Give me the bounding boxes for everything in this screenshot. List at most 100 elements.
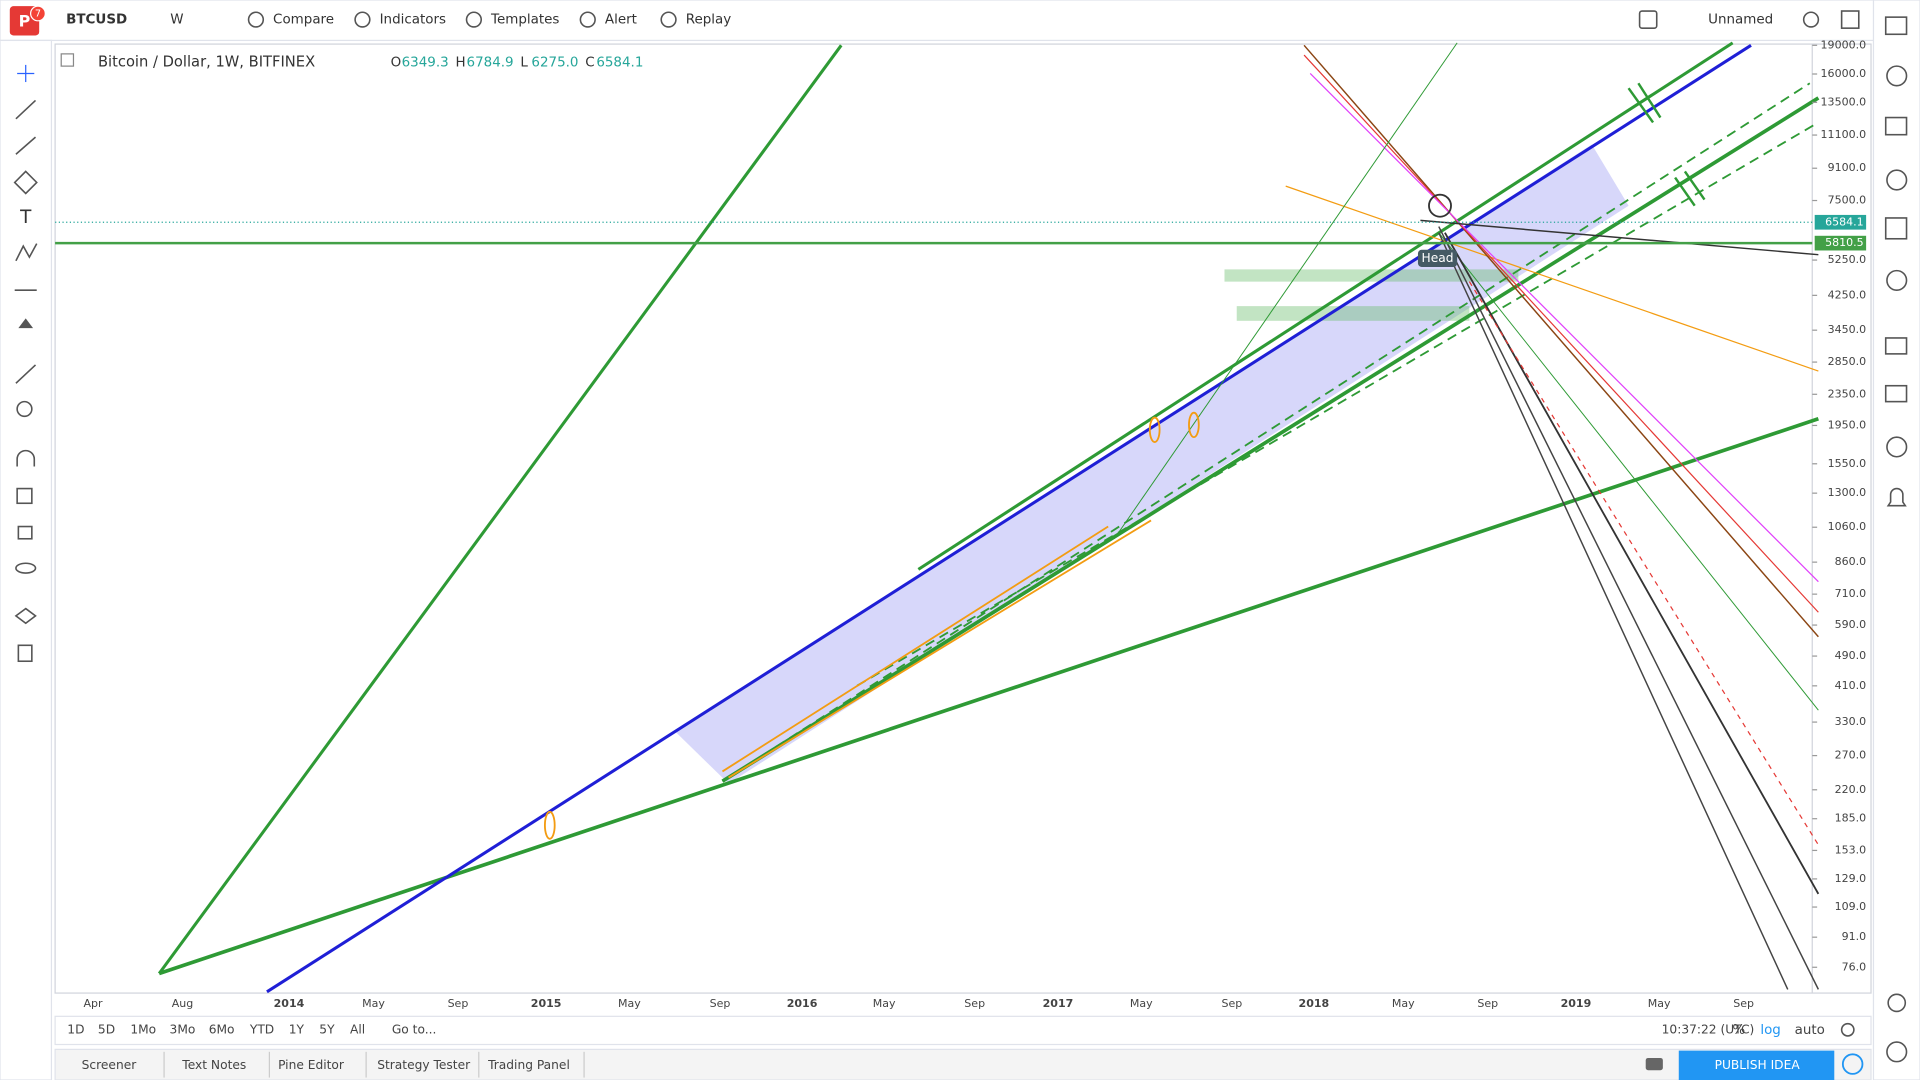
toolbar-item[interactable]: Indicators (380, 13, 446, 28)
price-tick-label: 91.0 (1842, 930, 1867, 943)
toolbar-icon[interactable] (247, 11, 265, 28)
time-label: Sep (1733, 997, 1754, 1010)
expand-icon[interactable] (1840, 10, 1860, 29)
range-button[interactable]: 5Y (319, 1022, 335, 1036)
goto-button[interactable]: Go to... (392, 1022, 437, 1036)
tool-trash[interactable] (17, 644, 33, 663)
ideas-icon[interactable] (1886, 269, 1908, 291)
range-button[interactable]: 5D (98, 1022, 115, 1036)
marker (1428, 193, 1452, 218)
ohlc-value: 6584.1 (596, 55, 643, 70)
messages-icon[interactable] (1884, 384, 1908, 403)
notifications-icon[interactable] (1886, 487, 1907, 507)
right-toolbar (1872, 0, 1920, 1080)
data-window-icon[interactable] (1884, 116, 1908, 136)
bottom-tab[interactable]: Screener (82, 1058, 138, 1072)
tool-lock[interactable] (17, 525, 33, 540)
tool-shapes[interactable] (13, 170, 38, 195)
toolbar-icon[interactable] (465, 11, 483, 28)
time-label: Apr (84, 997, 104, 1010)
collapse-toggle[interactable] (60, 53, 75, 67)
range-button[interactable]: 1Y (289, 1022, 305, 1036)
axis-option[interactable]: log (1760, 1023, 1781, 1038)
axis-option[interactable]: auto (1795, 1023, 1825, 1038)
toolbar-icon[interactable] (660, 11, 677, 28)
toolbar-icon[interactable] (579, 11, 596, 28)
trendline (1438, 232, 1819, 711)
time-label: May (362, 997, 385, 1010)
axis-settings[interactable] (1840, 1022, 1855, 1037)
bottom-tab[interactable]: Strategy Tester (377, 1058, 471, 1072)
watchlist-icon[interactable] (1884, 16, 1908, 36)
tool-layers[interactable] (14, 607, 37, 625)
time-label: 2017 (1043, 997, 1074, 1010)
time-label: Aug (172, 997, 194, 1010)
hotlist-icon[interactable] (1886, 169, 1908, 191)
toolbar-icon[interactable] (354, 11, 371, 28)
replay-button[interactable] (1841, 1053, 1864, 1075)
range-button[interactable]: YTD (249, 1022, 274, 1036)
toolbar-item[interactable]: Alert (605, 13, 637, 28)
tool-stay[interactable] (16, 487, 33, 505)
tool-trendline[interactable] (15, 99, 37, 120)
price-tick-label: 710.0 (1835, 587, 1867, 600)
bottom-tab[interactable]: Pine Editor (278, 1058, 345, 1072)
toolbar-item[interactable]: Replay (686, 13, 732, 28)
axis-option[interactable]: % (1732, 1023, 1745, 1038)
tool-fib[interactable] (15, 136, 37, 155)
tool-zoom[interactable] (16, 400, 33, 418)
tool-magnet[interactable] (16, 449, 36, 467)
symbol[interactable]: BTCUSD (66, 13, 127, 28)
tick-mark (1683, 170, 1706, 201)
marker (1188, 411, 1200, 439)
range-button[interactable]: All (350, 1022, 365, 1036)
time-label: Sep (1477, 997, 1498, 1010)
bug-icon[interactable] (1887, 993, 1907, 1013)
price-tag (1814, 214, 1867, 230)
trendline (157, 44, 843, 975)
ohlc-value: 6349.3 (402, 55, 449, 70)
trendline (1438, 226, 1820, 990)
trendline (721, 96, 1820, 783)
tick-mark (1637, 82, 1662, 119)
price-tag-label: 6584.1 (1825, 215, 1864, 228)
time-label: Sep (964, 997, 985, 1010)
range-button[interactable]: 1Mo (130, 1022, 156, 1036)
snapshot-icon[interactable] (1645, 1057, 1663, 1071)
calendar-icon[interactable] (1884, 217, 1908, 240)
chats-icon[interactable] (1884, 337, 1908, 355)
publish-button[interactable] (1678, 1050, 1835, 1080)
bottom-tab[interactable]: Trading Panel (487, 1058, 570, 1072)
price-tag-label: 5810.5 (1825, 236, 1864, 249)
interval[interactable]: W (170, 13, 183, 28)
streams-icon[interactable] (1886, 436, 1908, 458)
trendline (1420, 219, 1819, 256)
bottom-tab[interactable]: Text Notes (181, 1058, 246, 1072)
price-tick-label: 270.0 (1835, 749, 1867, 762)
pattern-label: Head (1422, 251, 1454, 265)
range-button[interactable]: 1D (67, 1022, 84, 1036)
range-button[interactable]: 6Mo (209, 1022, 235, 1036)
tool-text[interactable]: T (19, 207, 32, 228)
trendline (158, 417, 1819, 976)
toolbar-item[interactable]: Compare (273, 13, 334, 28)
settings-icon[interactable] (1802, 11, 1820, 28)
publish-label: PUBLISH IDEA (1715, 1058, 1801, 1072)
time-label: Sep (448, 997, 469, 1010)
tool-eye[interactable] (15, 562, 37, 574)
tool-measure[interactable] (15, 364, 37, 384)
time-label: May (1392, 997, 1415, 1010)
fullscreen-toggle[interactable] (1638, 10, 1658, 29)
toolbar-item[interactable]: Templates (490, 13, 559, 28)
layout-name[interactable]: Unnamed (1708, 13, 1773, 28)
tool-arrow[interactable] (18, 318, 34, 329)
range-button[interactable]: 3Mo (170, 1022, 196, 1036)
help-icon[interactable] (1886, 1041, 1908, 1063)
alerts-icon[interactable] (1886, 65, 1908, 87)
price-tick-label: 590.0 (1835, 618, 1867, 631)
tool-patterns[interactable] (15, 243, 38, 262)
drawings: Head (157, 41, 1820, 994)
tick-mark (1674, 176, 1696, 207)
price-tick-label: 4250.0 (1828, 288, 1867, 301)
